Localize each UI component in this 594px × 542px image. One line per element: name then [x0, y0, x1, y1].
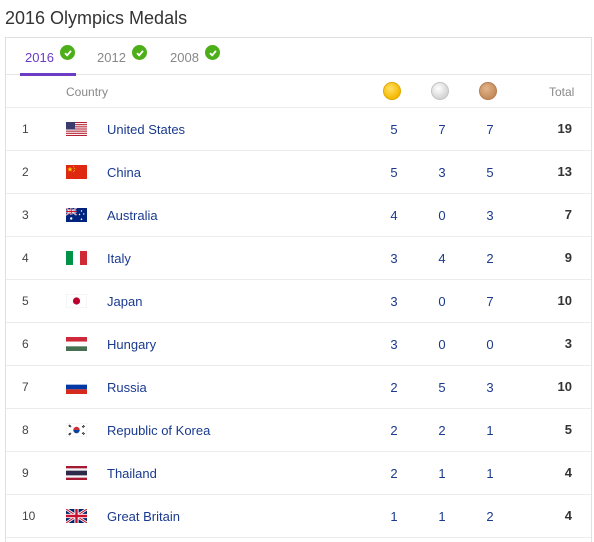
bronze-count: 7 [486, 122, 494, 137]
silver-count: 0 [438, 294, 446, 309]
table-row: 9 Thailand 2 1 1 4 [6, 452, 591, 495]
bronze-count: 1 [486, 423, 494, 438]
rank-cell: 6 [22, 337, 29, 351]
bronze-count: 0 [486, 337, 494, 352]
bronze-count: 3 [486, 380, 494, 395]
table-row: 3 Australia 4 0 3 7 [6, 194, 591, 237]
country-link[interactable]: Italy [107, 251, 131, 266]
gold-count: 2 [390, 423, 398, 438]
bronze-count: 2 [486, 509, 494, 524]
rank-cell: 10 [22, 509, 36, 523]
gold-count: 3 [390, 251, 398, 266]
rank-cell: 7 [22, 380, 29, 394]
japan-flag-icon [66, 294, 87, 308]
korea-flag-icon [66, 423, 87, 437]
silver-count: 0 [438, 208, 446, 223]
total-count: 10 [557, 379, 572, 394]
table-row: 2 China 5 3 5 13 [6, 151, 591, 194]
rank-cell: 4 [22, 251, 29, 265]
total-count: 13 [557, 164, 572, 179]
silver-count: 3 [438, 165, 446, 180]
rank-cell: 5 [22, 294, 29, 308]
check-icon [205, 45, 220, 60]
country-link[interactable]: United States [107, 122, 186, 137]
medal-table-card: 2016 2012 2008 Country Total 1 United Sta… [5, 37, 592, 542]
rank-cell: 1 [22, 122, 29, 136]
page-title: 2016 Olympics Medals [5, 8, 188, 28]
table-header: Country Total [6, 75, 591, 108]
country-link[interactable]: Republic of Korea [107, 423, 211, 438]
total-count: 19 [557, 121, 572, 136]
country-link[interactable]: Great Britain [107, 509, 180, 524]
total-count: 3 [564, 336, 572, 351]
silver-medal-icon [431, 82, 449, 100]
silver-count: 2 [438, 423, 446, 438]
uk-flag-icon [66, 509, 87, 523]
rank-cell: 8 [22, 423, 29, 437]
silver-count: 7 [438, 122, 446, 137]
country-link[interactable]: Japan [107, 294, 143, 309]
tab-2008[interactable]: 2008 [165, 38, 225, 75]
table-row: 5 Japan 3 0 7 10 [6, 280, 591, 323]
bronze-count: 5 [486, 165, 494, 180]
rank-cell: 3 [22, 208, 29, 222]
table-row: 10 Great Britain 1 1 2 4 [6, 495, 591, 538]
silver-count: 4 [438, 251, 446, 266]
silver-count: 0 [438, 337, 446, 352]
us-flag-icon [66, 122, 87, 136]
total-count: 5 [564, 422, 572, 437]
bronze-count: 2 [486, 251, 494, 266]
total-count: 9 [564, 250, 572, 265]
table-row: 8 Republic of Korea 2 2 1 5 [6, 409, 591, 452]
year-tabs: 2016 2012 2008 [6, 38, 591, 76]
tab-2016[interactable]: 2016 [20, 38, 80, 76]
china-flag-icon [66, 165, 87, 179]
bronze-medal-icon [479, 82, 497, 100]
gold-count: 2 [390, 466, 398, 481]
rank-cell: 2 [22, 165, 29, 179]
country-column-header: Country [66, 85, 109, 99]
country-link[interactable]: Australia [107, 208, 158, 223]
country-link[interactable]: China [107, 165, 141, 180]
bronze-count: 7 [486, 294, 494, 309]
tab-2012[interactable]: 2012 [92, 38, 152, 75]
total-column-header: Total [549, 85, 575, 99]
tab-label: 2012 [97, 50, 126, 65]
rank-cell: 9 [22, 466, 29, 480]
table-row: 7 Russia 2 5 3 10 [6, 366, 591, 409]
tab-label: 2016 [25, 50, 54, 65]
check-icon [132, 45, 147, 60]
country-link[interactable]: Hungary [107, 337, 157, 352]
gold-count: 4 [390, 208, 398, 223]
total-count: 4 [564, 465, 572, 480]
total-count: 10 [557, 293, 572, 308]
country-link[interactable]: Thailand [107, 466, 157, 481]
tab-active-underline [20, 73, 76, 76]
gold-count: 5 [390, 122, 398, 137]
bronze-count: 1 [486, 466, 494, 481]
tab-label: 2008 [170, 50, 199, 65]
gold-count: 5 [390, 165, 398, 180]
table-row: 6 Hungary 3 0 0 3 [6, 323, 591, 366]
russia-flag-icon [66, 380, 87, 394]
silver-count: 5 [438, 380, 446, 395]
bronze-count: 3 [486, 208, 494, 223]
silver-count: 1 [438, 509, 446, 524]
gold-count: 3 [390, 294, 398, 309]
gold-count: 1 [390, 509, 398, 524]
total-count: 4 [564, 508, 572, 523]
hungary-flag-icon [66, 337, 87, 351]
total-count: 7 [564, 207, 572, 222]
thailand-flag-icon [66, 466, 87, 480]
gold-count: 3 [390, 337, 398, 352]
australia-flag-icon [66, 208, 87, 222]
gold-medal-icon [383, 82, 401, 100]
check-icon [60, 45, 75, 60]
country-link[interactable]: Russia [107, 380, 147, 395]
italy-flag-icon [66, 251, 87, 265]
gold-count: 2 [390, 380, 398, 395]
table-row: 4 Italy 3 4 2 9 [6, 237, 591, 280]
silver-count: 1 [438, 466, 446, 481]
table-row: 1 United States 5 7 7 19 [6, 108, 591, 151]
